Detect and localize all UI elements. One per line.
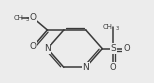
Text: O: O bbox=[30, 42, 36, 51]
Text: 3: 3 bbox=[26, 17, 29, 22]
Text: CH: CH bbox=[102, 24, 112, 30]
Text: N: N bbox=[44, 44, 51, 53]
Text: N: N bbox=[82, 63, 89, 72]
Text: 3: 3 bbox=[116, 26, 119, 31]
Text: CH: CH bbox=[13, 15, 23, 21]
Text: S: S bbox=[110, 44, 116, 53]
Text: O: O bbox=[123, 44, 130, 53]
Text: O: O bbox=[30, 13, 36, 22]
Text: O: O bbox=[110, 63, 117, 72]
